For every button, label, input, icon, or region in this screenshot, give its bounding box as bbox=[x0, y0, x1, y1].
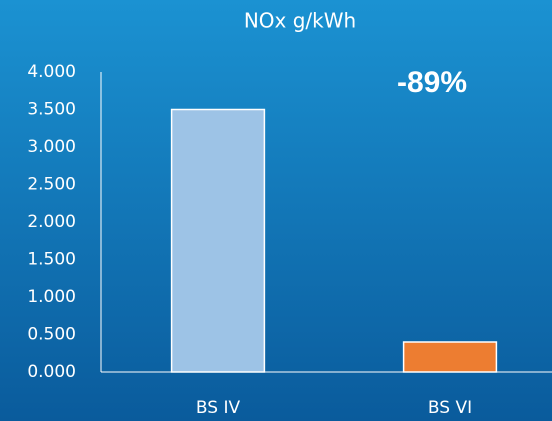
y-tick-label: 1.000 bbox=[27, 287, 76, 307]
x-tick-label: BS VI bbox=[428, 398, 472, 418]
y-tick-label: 0.000 bbox=[27, 362, 76, 382]
y-tick-label: 4.000 bbox=[27, 62, 76, 82]
x-tick-label: BS IV bbox=[196, 398, 241, 418]
y-tick-label: 3.500 bbox=[27, 100, 76, 120]
bar bbox=[402, 341, 498, 373]
y-tick-label: 3.000 bbox=[27, 137, 76, 157]
y-tick-label: 0.500 bbox=[27, 325, 76, 345]
chart-title: NOx g/kWh bbox=[244, 9, 356, 33]
y-tick-label: 2.500 bbox=[27, 175, 76, 195]
bar bbox=[170, 108, 266, 373]
annotation: -89% bbox=[397, 66, 467, 99]
y-tick-label: 1.500 bbox=[27, 250, 76, 270]
y-tick-label: 2.000 bbox=[27, 212, 76, 232]
